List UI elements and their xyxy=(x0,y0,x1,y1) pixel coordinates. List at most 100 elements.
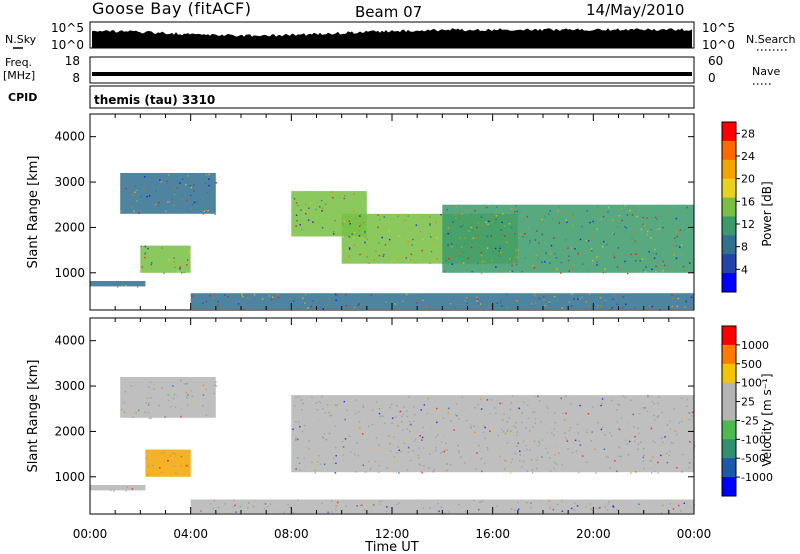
scatter-speckle xyxy=(299,425,301,428)
scatter-speckle xyxy=(375,401,378,403)
scatter-speckle xyxy=(506,429,509,431)
scatter-speckle xyxy=(144,252,147,254)
scatter-speckle xyxy=(680,510,682,512)
scatter-speckle xyxy=(454,306,456,308)
y-tick-label: 4000 xyxy=(54,334,85,348)
scatter-speckle xyxy=(613,294,616,297)
scatter-speckle xyxy=(474,468,477,470)
scatter-speckle xyxy=(125,284,127,287)
scatter-speckle xyxy=(630,253,632,256)
scatter-speckle xyxy=(170,405,172,408)
scatter-speckle xyxy=(537,462,540,465)
scatter-speckle xyxy=(675,217,678,220)
scatter-speckle xyxy=(297,204,299,207)
scatter-speckle xyxy=(429,453,431,455)
scatter-speckle xyxy=(407,259,410,261)
scatter-speckle xyxy=(662,441,664,444)
scatter-speckle xyxy=(436,258,438,260)
scatter-speckle xyxy=(169,455,171,457)
scatter-speckle xyxy=(586,210,588,212)
scatter-speckle xyxy=(612,506,615,508)
scatter-speckle xyxy=(287,503,289,506)
scatter-speckle xyxy=(301,228,303,231)
scatter-speckle xyxy=(401,421,403,423)
scatter-speckle xyxy=(685,405,688,407)
scatter-speckle xyxy=(144,253,146,255)
scatter-speckle xyxy=(621,307,624,309)
scatter-speckle xyxy=(445,259,447,262)
scatter-speckle xyxy=(451,246,453,248)
scatter-speckle xyxy=(148,195,151,197)
scatter-speckle xyxy=(551,432,553,434)
scatter-speckle xyxy=(555,257,558,259)
scatter-speckle xyxy=(164,416,167,418)
scatter-speckle xyxy=(535,467,538,470)
scatter-speckle xyxy=(488,220,490,223)
scatter-speckle xyxy=(167,174,170,176)
scatter-speckle xyxy=(174,266,176,269)
scatter-speckle xyxy=(157,205,160,207)
colorbar-tick-label: -1000 xyxy=(741,471,773,484)
scatter-speckle xyxy=(215,381,217,383)
colorbar-tick-label: -100 xyxy=(741,433,766,446)
scatter-speckle xyxy=(389,442,391,445)
scatter-speckle xyxy=(676,305,678,307)
scatter-speckle xyxy=(632,413,634,416)
scatter-speckle xyxy=(637,205,639,207)
scatter-speckle xyxy=(333,233,335,235)
scatter-speckle xyxy=(321,210,323,212)
scatter-speckle xyxy=(500,229,502,231)
scatter-speckle xyxy=(378,412,381,415)
scatter-speckle xyxy=(303,210,305,212)
scatter-speckle xyxy=(381,460,383,463)
scatter-speckle xyxy=(422,215,424,217)
scatter-speckle xyxy=(368,262,370,264)
scatter-speckle xyxy=(294,405,296,407)
scatter-speckle xyxy=(690,296,693,298)
colorbar-swatch xyxy=(722,216,736,236)
scatter-speckle xyxy=(679,229,682,231)
scatter-speckle xyxy=(660,437,663,439)
scatter-speckle xyxy=(520,233,522,235)
scatter-speckle xyxy=(144,411,146,414)
scatter-speckle xyxy=(466,207,469,209)
scatter-speckle xyxy=(642,447,645,450)
scatter-speckle xyxy=(524,257,527,259)
scatter-speckle xyxy=(440,441,443,443)
scatter-speckle xyxy=(538,442,541,445)
scatter-speckle xyxy=(372,504,375,506)
scatter-speckle xyxy=(377,226,379,229)
scatter-speckle xyxy=(155,190,157,192)
scatter-speckle xyxy=(568,255,570,257)
scatter-speckle xyxy=(500,448,502,450)
scatter-speckle xyxy=(672,297,674,300)
scatter-speckle xyxy=(589,303,591,306)
scatter-speckle xyxy=(687,265,690,267)
scatter-speckle xyxy=(185,183,187,186)
scatter-speckle xyxy=(501,221,503,224)
scatter-speckle xyxy=(345,293,347,296)
scatter-speckle xyxy=(391,403,393,406)
scatter-speckle xyxy=(140,245,142,248)
scatter-speckle xyxy=(631,237,633,240)
scatter-speckle xyxy=(657,414,660,417)
scatter-speckle xyxy=(618,428,621,431)
y-tick-label: 2000 xyxy=(54,424,85,438)
scatter-speckle xyxy=(210,503,212,505)
scatter-speckle xyxy=(117,286,119,288)
colorbar-swatch xyxy=(722,140,736,161)
scatter-speckle xyxy=(504,432,507,435)
scatter-speckle xyxy=(589,503,592,505)
colorbar-swatch xyxy=(722,254,736,274)
scatter-speckle xyxy=(666,461,669,464)
scatter-speckle xyxy=(634,260,637,262)
scatter-speckle xyxy=(386,467,389,469)
scatter-speckle xyxy=(146,195,148,198)
scatter-speckle xyxy=(415,261,417,264)
scatter-speckle xyxy=(510,402,513,404)
scatter-speckle xyxy=(601,403,603,405)
scatter-speckle xyxy=(509,472,512,474)
scatter-speckle xyxy=(167,394,169,396)
scatter-speckle xyxy=(148,401,150,404)
scatter-speckle xyxy=(378,464,381,467)
